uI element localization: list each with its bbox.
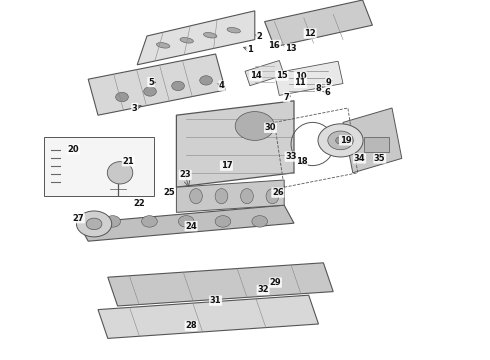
- Ellipse shape: [190, 189, 202, 204]
- Text: 33: 33: [285, 152, 297, 161]
- Text: 10: 10: [294, 72, 306, 81]
- Text: 11: 11: [294, 78, 306, 87]
- Circle shape: [252, 216, 268, 227]
- Polygon shape: [98, 295, 318, 338]
- Text: 29: 29: [270, 278, 281, 287]
- Circle shape: [336, 137, 345, 144]
- Text: 2: 2: [257, 32, 263, 41]
- Ellipse shape: [156, 42, 170, 48]
- Circle shape: [178, 216, 194, 227]
- Ellipse shape: [241, 189, 253, 204]
- Text: 31: 31: [210, 296, 221, 305]
- Text: 14: 14: [250, 71, 262, 80]
- Polygon shape: [176, 101, 294, 187]
- Text: 22: 22: [134, 199, 146, 208]
- Circle shape: [116, 92, 128, 102]
- Text: 20: 20: [68, 145, 79, 154]
- Circle shape: [318, 124, 363, 157]
- Text: 8: 8: [316, 84, 321, 93]
- Circle shape: [328, 131, 353, 150]
- Text: 1: 1: [247, 45, 253, 54]
- Text: 27: 27: [73, 213, 84, 222]
- Text: 13: 13: [285, 44, 297, 53]
- Polygon shape: [265, 0, 372, 47]
- Circle shape: [235, 112, 274, 140]
- Ellipse shape: [180, 37, 194, 43]
- Ellipse shape: [203, 32, 217, 38]
- Ellipse shape: [107, 162, 133, 184]
- Text: 26: 26: [272, 188, 284, 197]
- Text: 5: 5: [148, 77, 154, 86]
- Circle shape: [142, 216, 157, 227]
- Circle shape: [76, 211, 112, 237]
- Text: 23: 23: [179, 171, 191, 180]
- Polygon shape: [78, 205, 294, 241]
- Text: 28: 28: [185, 321, 197, 330]
- Text: 3: 3: [132, 104, 138, 112]
- Polygon shape: [245, 60, 284, 86]
- Polygon shape: [274, 61, 343, 95]
- Text: 12: 12: [304, 29, 316, 38]
- Polygon shape: [137, 11, 255, 65]
- Text: 34: 34: [354, 154, 366, 163]
- Text: 4: 4: [219, 81, 225, 90]
- Circle shape: [86, 218, 102, 230]
- Ellipse shape: [215, 189, 228, 204]
- Polygon shape: [176, 180, 284, 212]
- Text: 16: 16: [269, 40, 280, 49]
- Text: 24: 24: [185, 222, 197, 231]
- Circle shape: [215, 216, 231, 227]
- Ellipse shape: [227, 27, 241, 33]
- Text: 6: 6: [324, 88, 330, 97]
- Circle shape: [200, 76, 213, 85]
- Bar: [44, 137, 154, 196]
- Bar: [364, 137, 389, 152]
- Text: 21: 21: [122, 157, 134, 166]
- Text: 25: 25: [163, 188, 175, 197]
- Text: 15: 15: [276, 71, 288, 80]
- Polygon shape: [108, 263, 333, 306]
- Text: 35: 35: [374, 154, 386, 163]
- Text: 18: 18: [295, 157, 307, 166]
- Circle shape: [105, 216, 121, 227]
- Text: 17: 17: [220, 161, 232, 170]
- Ellipse shape: [266, 189, 279, 204]
- Circle shape: [172, 81, 184, 91]
- Text: 7: 7: [284, 93, 290, 102]
- Text: 19: 19: [340, 136, 351, 145]
- Text: 32: 32: [257, 285, 269, 294]
- Text: 9: 9: [326, 78, 332, 87]
- Polygon shape: [343, 108, 402, 173]
- Polygon shape: [88, 54, 225, 115]
- Circle shape: [144, 87, 156, 96]
- Text: 30: 30: [265, 123, 276, 132]
